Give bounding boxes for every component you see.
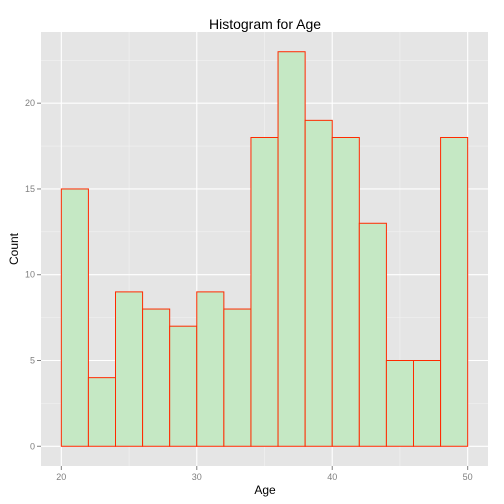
histogram-bar	[440, 136, 469, 447]
histogram-bar	[304, 119, 333, 447]
x-tick-label: 30	[192, 472, 202, 482]
y-axis-title: Count	[7, 232, 21, 265]
histogram-bar	[358, 222, 387, 447]
chart-title: Histogram for Age	[209, 16, 321, 32]
histogram-bar	[413, 360, 442, 447]
histogram-bar	[250, 136, 279, 447]
y-axis-ticks: 0 5 10 15 20	[25, 98, 41, 451]
y-tick-label: 0	[30, 441, 35, 451]
histogram-bar	[115, 291, 144, 447]
histogram-bar	[223, 308, 252, 447]
y-tick-label: 5	[30, 356, 35, 366]
x-tick-label: 40	[327, 472, 337, 482]
y-tick-label: 15	[25, 184, 35, 194]
x-tick-label: 50	[463, 472, 473, 482]
x-axis-title: Age	[254, 483, 276, 497]
histogram-bar	[169, 325, 198, 447]
histogram-bar	[87, 377, 116, 447]
x-axis-ticks: 20 30 40 50	[56, 466, 473, 482]
histogram-bar	[385, 360, 414, 447]
histogram-bar	[331, 136, 360, 447]
histogram-bars	[60, 51, 469, 447]
x-tick-label: 20	[56, 472, 66, 482]
histogram-bar	[277, 51, 306, 447]
histogram-bar	[142, 308, 171, 447]
y-tick-label: 10	[25, 270, 35, 280]
histogram-bar	[60, 188, 89, 447]
histogram-bar	[196, 291, 225, 447]
y-tick-label: 20	[25, 98, 35, 108]
